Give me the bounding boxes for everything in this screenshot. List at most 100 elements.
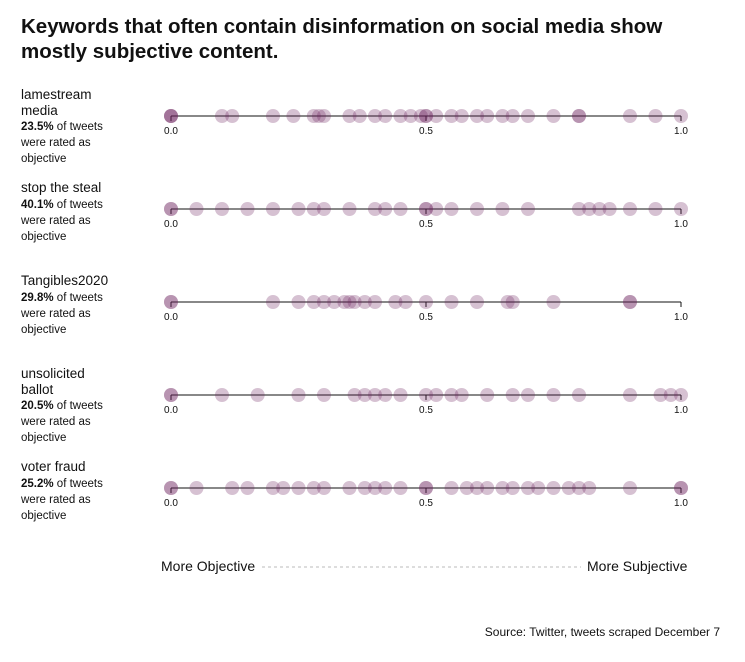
data-point <box>572 481 586 495</box>
tick-label: 0.5 <box>419 126 433 137</box>
data-point <box>419 388 433 402</box>
more-subjective-label: More Subjective <box>587 558 688 574</box>
data-point <box>623 481 637 495</box>
data-point <box>521 109 535 123</box>
data-point <box>225 109 240 123</box>
data-point <box>393 109 408 123</box>
data-point <box>266 109 280 123</box>
data-point <box>674 481 688 495</box>
data-point <box>648 109 663 123</box>
tick-label: 0.5 <box>419 405 433 416</box>
tick-label: 0.0 <box>164 498 178 509</box>
data-point <box>317 481 331 495</box>
data-point <box>572 388 586 402</box>
tick-label: 0.5 <box>419 312 433 323</box>
data-point <box>653 388 668 402</box>
data-point <box>164 295 178 309</box>
data-point <box>505 109 520 123</box>
data-point <box>480 481 495 495</box>
data-point <box>505 388 520 402</box>
data-point <box>546 109 561 123</box>
data-point <box>674 109 688 123</box>
data-point <box>306 481 321 495</box>
data-point <box>368 202 382 216</box>
data-point <box>250 388 265 402</box>
data-point <box>419 481 433 495</box>
data-point <box>311 109 326 123</box>
data-point <box>388 295 403 309</box>
data-point <box>164 388 178 402</box>
row-label-2: stop the steal 40.1% of tweets were rate… <box>21 180 151 245</box>
objective-share: 25.2% of tweets were rated as objective <box>21 476 121 524</box>
objective-percent: 40.1% <box>21 198 54 211</box>
objective-share: 20.5% of tweets were rated as objective <box>21 398 121 446</box>
data-point <box>429 109 444 123</box>
data-point <box>648 202 663 216</box>
data-point <box>378 388 393 402</box>
data-point <box>495 481 510 495</box>
data-point <box>240 481 255 495</box>
data-point <box>317 202 331 216</box>
data-point <box>500 295 515 309</box>
data-point <box>164 295 178 309</box>
data-point <box>572 109 586 123</box>
objective-percent: 20.5% <box>21 400 54 412</box>
objective-percent: 29.8% <box>21 291 54 304</box>
data-point <box>215 202 229 216</box>
data-point <box>454 109 469 123</box>
data-point <box>419 202 433 216</box>
data-point <box>561 481 576 495</box>
data-point <box>480 109 495 123</box>
data-point <box>266 202 280 216</box>
data-point <box>276 481 291 495</box>
data-point <box>674 481 688 495</box>
data-point <box>419 202 433 216</box>
data-point <box>337 295 352 309</box>
row-label-5: voter fraud 25.2% of tweets were rated a… <box>21 459 151 524</box>
row-label-3: Tangibles2020 29.8% of tweets were rated… <box>21 273 151 338</box>
data-point <box>444 388 459 402</box>
data-point <box>164 109 178 123</box>
tick-label: 1.0 <box>674 312 688 323</box>
data-point <box>317 388 331 402</box>
data-point <box>189 481 204 495</box>
data-point <box>663 388 678 402</box>
tick-label: 1.0 <box>674 498 688 509</box>
data-point <box>674 202 688 216</box>
data-point <box>413 109 428 123</box>
data-point <box>470 109 484 123</box>
data-point <box>215 388 229 402</box>
tick-label: 0.5 <box>419 219 433 230</box>
keyword-label: unsolicited ballot <box>21 366 85 397</box>
row-label-1: lamestream media 23.5% of tweets were ra… <box>21 87 151 167</box>
data-point <box>306 295 321 309</box>
tick-label: 0.5 <box>419 498 433 509</box>
tick-label: 1.0 <box>674 126 688 137</box>
keyword-label: stop the steal <box>21 180 102 195</box>
data-point <box>306 202 321 216</box>
data-point <box>357 295 372 309</box>
data-point <box>470 202 484 216</box>
data-point <box>327 295 342 309</box>
keyword-label: lamestream media <box>21 87 92 118</box>
data-point <box>582 481 597 495</box>
data-point <box>306 109 321 123</box>
data-point <box>582 202 597 216</box>
data-point <box>164 109 178 123</box>
data-point <box>291 202 306 216</box>
data-point <box>286 109 301 123</box>
chart-title: Keywords that often contain disinformati… <box>21 15 663 63</box>
data-point <box>521 202 535 216</box>
data-point <box>602 202 617 216</box>
data-point <box>368 388 382 402</box>
data-point <box>189 202 204 216</box>
data-point <box>164 481 178 495</box>
data-point <box>317 109 331 123</box>
data-point <box>419 295 433 309</box>
data-point <box>378 202 393 216</box>
data-point <box>470 295 484 309</box>
data-point <box>495 202 510 216</box>
data-point <box>623 295 637 309</box>
data-point <box>444 202 459 216</box>
